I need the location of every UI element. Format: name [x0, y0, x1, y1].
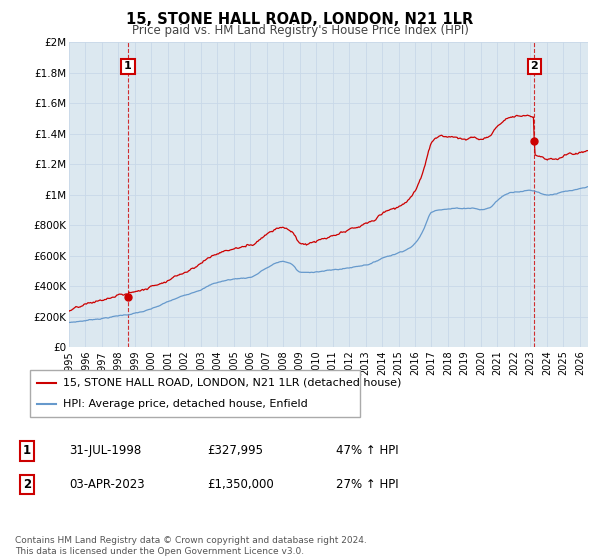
- Text: 31-JUL-1998: 31-JUL-1998: [69, 444, 141, 458]
- Text: Contains HM Land Registry data © Crown copyright and database right 2024.
This d: Contains HM Land Registry data © Crown c…: [15, 536, 367, 556]
- Text: 2: 2: [23, 478, 31, 491]
- Text: 27% ↑ HPI: 27% ↑ HPI: [336, 478, 398, 491]
- FancyBboxPatch shape: [30, 370, 360, 417]
- Text: 1: 1: [124, 62, 132, 72]
- Text: 1: 1: [23, 444, 31, 458]
- Text: 15, STONE HALL ROAD, LONDON, N21 1LR (detached house): 15, STONE HALL ROAD, LONDON, N21 1LR (de…: [63, 378, 401, 388]
- Text: 03-APR-2023: 03-APR-2023: [69, 478, 145, 491]
- Text: Price paid vs. HM Land Registry's House Price Index (HPI): Price paid vs. HM Land Registry's House …: [131, 24, 469, 36]
- Text: 2: 2: [530, 62, 538, 72]
- Text: 15, STONE HALL ROAD, LONDON, N21 1LR: 15, STONE HALL ROAD, LONDON, N21 1LR: [127, 12, 473, 27]
- Text: £1,350,000: £1,350,000: [207, 478, 274, 491]
- Text: 47% ↑ HPI: 47% ↑ HPI: [336, 444, 398, 458]
- Text: £327,995: £327,995: [207, 444, 263, 458]
- Text: HPI: Average price, detached house, Enfield: HPI: Average price, detached house, Enfi…: [63, 399, 308, 409]
